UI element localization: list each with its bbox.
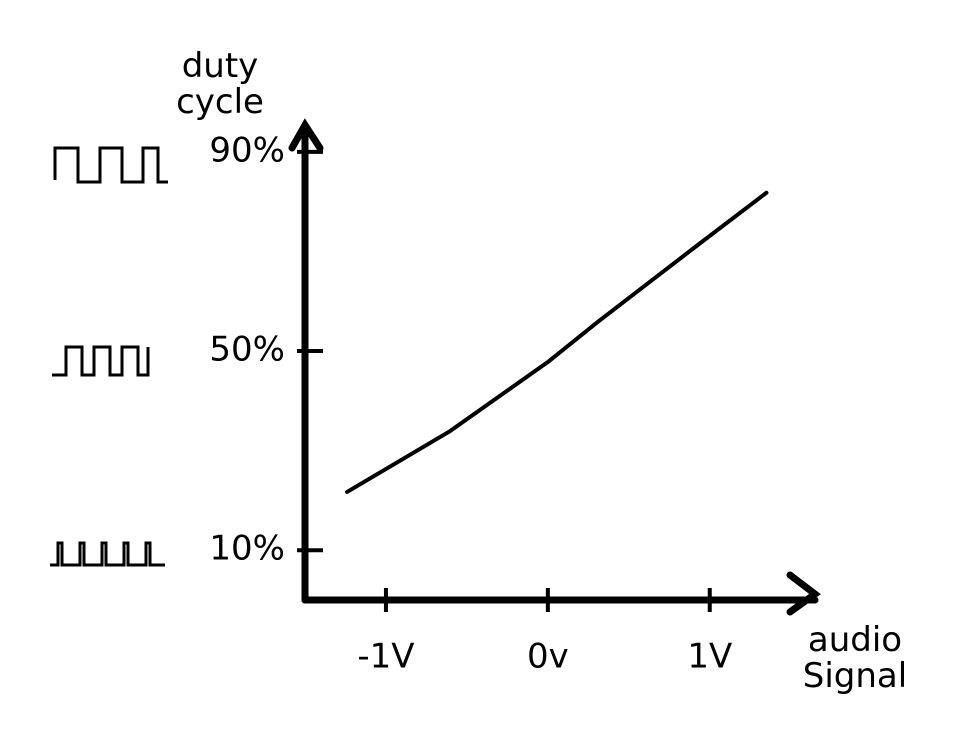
x-tick-label: -1V bbox=[357, 637, 414, 677]
wave-90 bbox=[53, 146, 168, 184]
axes bbox=[288, 118, 821, 616]
y-axis-label: duty cycle bbox=[176, 46, 264, 122]
wave-10 bbox=[50, 541, 165, 567]
x-tick-label: 1V bbox=[687, 637, 732, 677]
x-tick-label: 0v bbox=[527, 637, 569, 677]
y-tick-label: 10% bbox=[209, 529, 285, 569]
y-axis bbox=[288, 118, 324, 604]
data-line bbox=[345, 190, 769, 494]
waveform-icons bbox=[50, 146, 168, 567]
y-tick-label: 50% bbox=[209, 330, 285, 370]
x-axis-label: audio Signal bbox=[802, 620, 908, 696]
wave-50 bbox=[52, 345, 150, 377]
x-axis bbox=[301, 571, 821, 616]
y-tick-label: 90% bbox=[209, 130, 285, 170]
